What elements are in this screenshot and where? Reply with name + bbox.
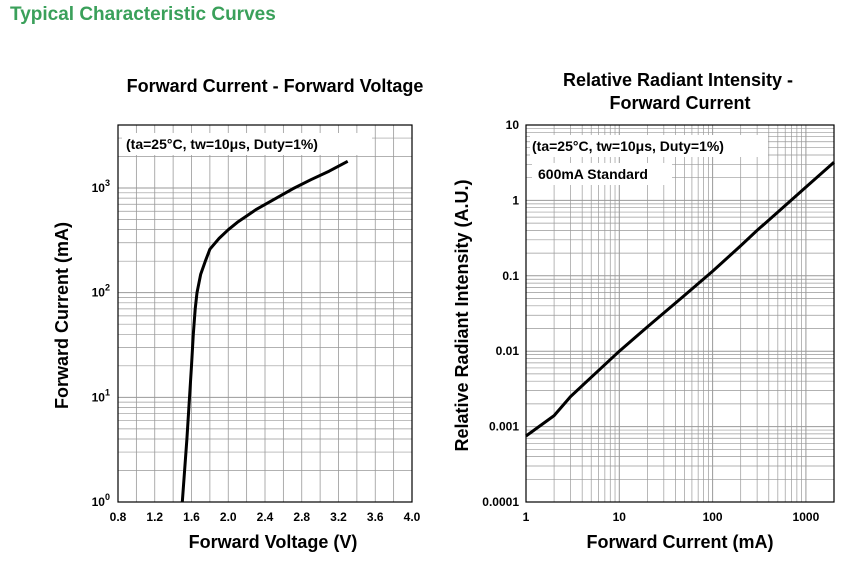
chart2-y-tick-label: 0.0001 (482, 495, 519, 509)
chart1-annotation: (ta=25°C, tw=10μs, Duty=1%) (126, 136, 318, 152)
chart1-x-tick-label: 2.4 (257, 510, 274, 524)
chart1-x-tick-label: 3.2 (330, 510, 347, 524)
chart1-y-axis-label: Forward Current (mA) (52, 222, 72, 409)
chart1-title: Forward Current - Forward Voltage (127, 76, 424, 96)
chart1-annotation-bg (122, 133, 372, 155)
chart1-x-tick-label: 2.0 (220, 510, 237, 524)
chart2-x-tick-label: 100 (703, 510, 723, 524)
chart2-plot-frame (525, 124, 835, 503)
chart1-y-tick-label: 102 (92, 283, 110, 300)
chart1-x-tick-label: 4.0 (404, 510, 421, 524)
chart2-y-tick-label: 0.1 (502, 269, 519, 283)
chart2-annotation-conditions: (ta=25°C, tw=10μs, Duty=1%) (532, 138, 724, 154)
chart1-x-tick-label: 1.2 (146, 510, 163, 524)
chart2-annotation-standard: 600mA Standard (538, 166, 648, 182)
chart2-annotation-bg (530, 135, 768, 157)
chart1-x-tick-label: 3.6 (367, 510, 384, 524)
chart2-y-tick-label: 0.001 (489, 420, 519, 434)
chart1-x-tick-label: 2.8 (293, 510, 310, 524)
chart2-title-line2: Forward Current (609, 93, 750, 113)
chart2-y-tick-label: 10 (506, 118, 520, 132)
chart1-y-tick-label: 101 (92, 387, 110, 404)
chart1-y-tick-label: 103 (92, 178, 110, 195)
chart2-curve (525, 161, 835, 438)
chart1-x-axis-label: Forward Voltage (V) (189, 532, 358, 552)
chart1-plot-frame (117, 124, 413, 503)
chart2-x-axis-label: Forward Current (mA) (586, 532, 773, 552)
chart2-y-axis-label: Relative Radiant Intensity (A.U.) (452, 179, 472, 451)
chart2-x-tick-label: 1000 (793, 510, 820, 524)
chart1-x-tick-label: 0.8 (110, 510, 127, 524)
chart1-x-tick-label: 1.6 (183, 510, 200, 524)
chart2-y-tick-label: 0.01 (496, 344, 520, 358)
chart2-x-tick-label: 1 (523, 510, 530, 524)
chart1-y-tick-label: 100 (92, 492, 110, 509)
page-heading: Typical Characteristic Curves (10, 4, 276, 25)
chart2-title-line1: Relative Radiant Intensity - (563, 70, 793, 90)
chart2-y-tick-label: 1 (512, 193, 519, 207)
chart2-standard-bg (532, 163, 672, 185)
chart2-x-tick-label: 10 (613, 510, 627, 524)
chart1-curve (180, 159, 349, 503)
